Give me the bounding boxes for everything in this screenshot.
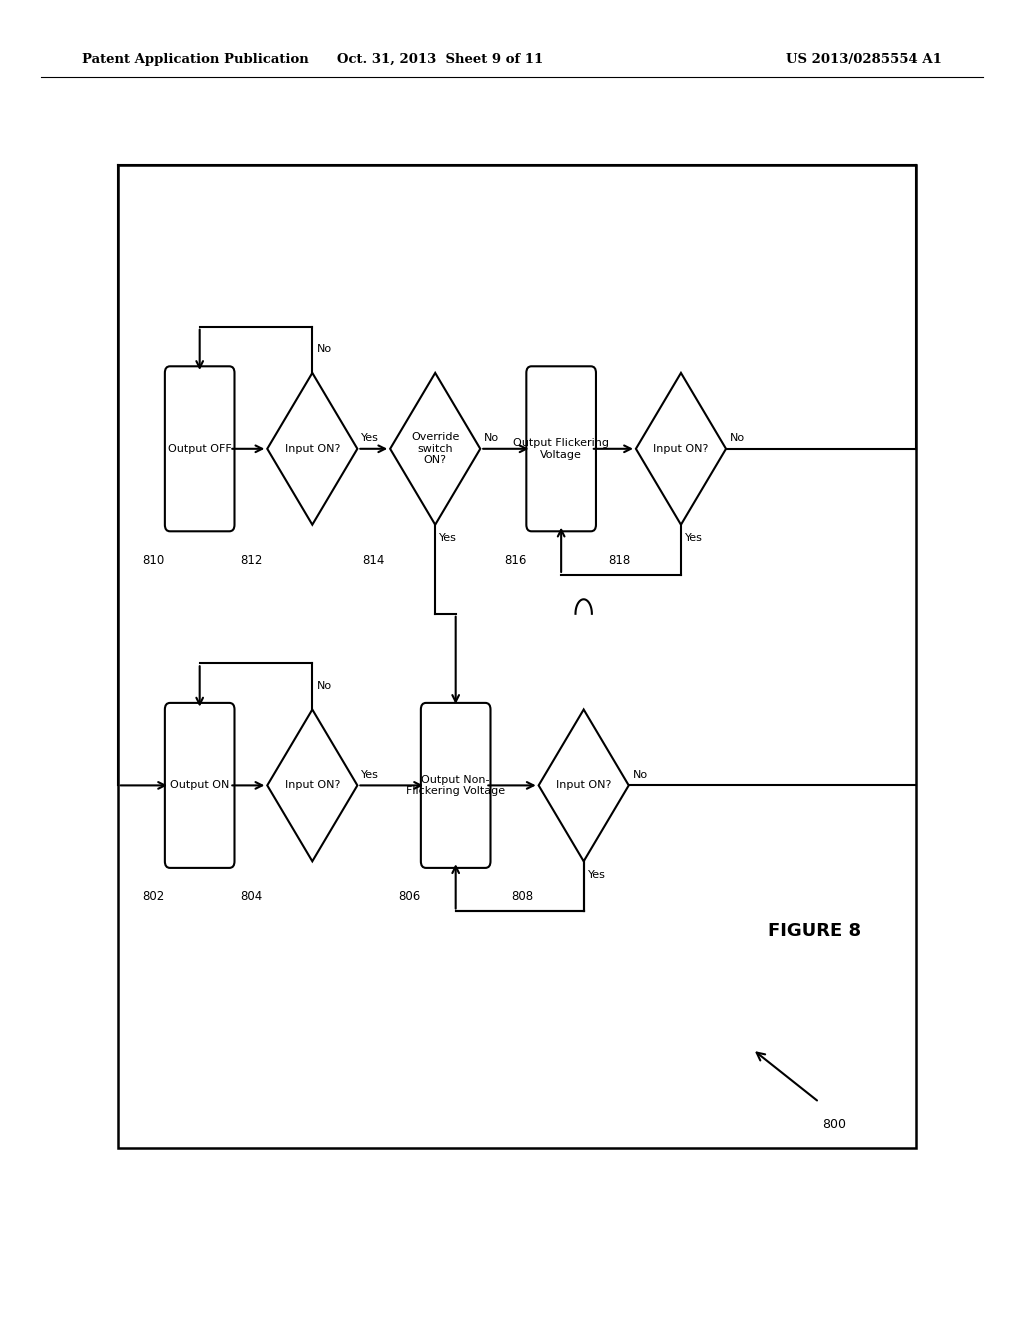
Text: US 2013/0285554 A1: US 2013/0285554 A1 bbox=[786, 53, 942, 66]
Text: No: No bbox=[730, 433, 745, 444]
Text: Input ON?: Input ON? bbox=[556, 780, 611, 791]
Text: 818: 818 bbox=[608, 554, 631, 566]
Text: Input ON?: Input ON? bbox=[285, 780, 340, 791]
Text: Output Non-
Flickering Voltage: Output Non- Flickering Voltage bbox=[407, 775, 505, 796]
Text: 816: 816 bbox=[504, 554, 526, 566]
Text: No: No bbox=[316, 345, 332, 354]
Text: Input ON?: Input ON? bbox=[285, 444, 340, 454]
Text: Yes: Yes bbox=[361, 770, 379, 780]
FancyBboxPatch shape bbox=[421, 702, 490, 869]
Text: FIGURE 8: FIGURE 8 bbox=[768, 921, 860, 940]
Text: 804: 804 bbox=[240, 890, 262, 903]
FancyBboxPatch shape bbox=[165, 366, 234, 531]
Text: No: No bbox=[633, 770, 648, 780]
Text: No: No bbox=[316, 681, 332, 690]
FancyBboxPatch shape bbox=[572, 597, 595, 631]
Text: Yes: Yes bbox=[361, 433, 379, 444]
Text: Output OFF: Output OFF bbox=[168, 444, 231, 454]
Text: 814: 814 bbox=[362, 554, 385, 566]
FancyBboxPatch shape bbox=[526, 366, 596, 531]
Polygon shape bbox=[267, 372, 357, 524]
Polygon shape bbox=[390, 372, 480, 524]
Text: Yes: Yes bbox=[439, 533, 457, 543]
Bar bbox=[118, 165, 916, 1148]
Text: Input ON?: Input ON? bbox=[653, 444, 709, 454]
Text: 802: 802 bbox=[142, 890, 165, 903]
Text: Patent Application Publication: Patent Application Publication bbox=[82, 53, 308, 66]
Polygon shape bbox=[539, 710, 629, 861]
Text: 806: 806 bbox=[398, 890, 421, 903]
Text: No: No bbox=[484, 433, 500, 444]
Text: 810: 810 bbox=[142, 554, 165, 566]
Polygon shape bbox=[267, 710, 357, 861]
Text: 800: 800 bbox=[822, 1118, 847, 1131]
Text: Output Flickering
Voltage: Output Flickering Voltage bbox=[513, 438, 609, 459]
Polygon shape bbox=[636, 372, 726, 524]
Text: Override
switch
ON?: Override switch ON? bbox=[411, 432, 460, 466]
Text: Yes: Yes bbox=[685, 533, 702, 543]
Text: Oct. 31, 2013  Sheet 9 of 11: Oct. 31, 2013 Sheet 9 of 11 bbox=[337, 53, 544, 66]
Text: 812: 812 bbox=[240, 554, 262, 566]
Text: 808: 808 bbox=[511, 890, 534, 903]
Text: Yes: Yes bbox=[588, 870, 605, 879]
Text: Output ON: Output ON bbox=[170, 780, 229, 791]
FancyBboxPatch shape bbox=[165, 702, 234, 869]
